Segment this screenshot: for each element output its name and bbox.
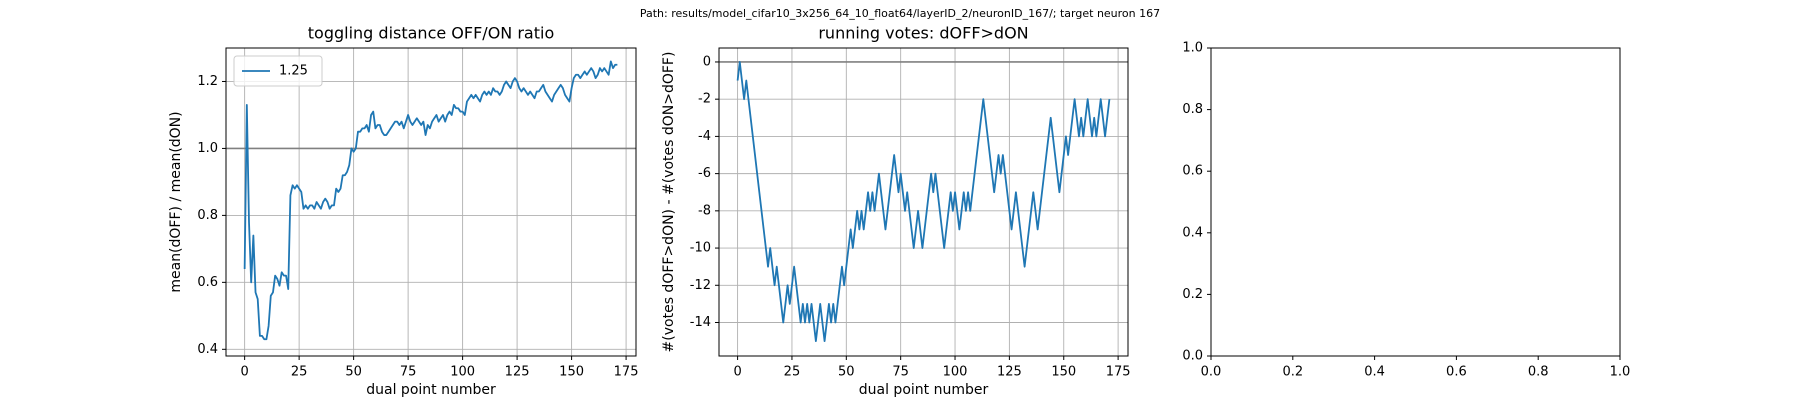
y-axis-label: mean(dOFF) / mean(dON)	[168, 111, 184, 292]
axes-frame	[718, 47, 1129, 357]
x-tick-label: 100	[943, 365, 968, 380]
axes-title: toggling distance OFF/ON ratio	[308, 24, 554, 43]
x-tick-label: 1.0	[1610, 365, 1631, 380]
x-tick-label: 50	[838, 365, 855, 380]
x-tick-label: 0.4	[1364, 365, 1385, 380]
y-tick-label: 1.2	[197, 74, 218, 89]
x-tick-label: 175	[1106, 365, 1131, 380]
axes-frame	[1210, 47, 1621, 357]
x-tick-label: 125	[997, 365, 1022, 380]
x-tick-label: 0.0	[1201, 365, 1222, 380]
x-axis-label: dual point number	[859, 382, 989, 398]
x-tick-label: 75	[400, 365, 417, 380]
x-tick-label: 75	[892, 365, 909, 380]
y-tick-label: 1.0	[197, 141, 218, 156]
y-tick-label: -10	[690, 241, 711, 256]
y-tick-label: 0.2	[1182, 287, 1203, 302]
x-tick-label: 0.8	[1528, 365, 1549, 380]
x-tick-label: 25	[291, 365, 308, 380]
x-tick-label: 150	[1051, 365, 1076, 380]
y-tick-label: -14	[690, 315, 711, 330]
data-line	[243, 60, 618, 341]
y-tick-label: 0	[703, 54, 711, 69]
x-tick-label: 100	[450, 365, 475, 380]
y-tick-label: 0.6	[1182, 164, 1203, 179]
y-tick-label: 0.4	[197, 342, 218, 357]
y-tick-label: 0.8	[197, 208, 218, 223]
y-tick-label: -4	[698, 129, 711, 144]
y-tick-label: -2	[698, 92, 711, 107]
x-tick-label: 175	[614, 365, 639, 380]
legend-label: 1.25	[279, 64, 308, 79]
x-tick-label: 0.2	[1282, 365, 1303, 380]
x-tick-label: 150	[559, 365, 584, 380]
x-tick-label: 50	[345, 365, 362, 380]
y-tick-label: -8	[698, 203, 711, 218]
x-tick-label: 0	[240, 365, 248, 380]
y-tick-label: 0.8	[1182, 102, 1203, 117]
axes-title: running votes: dOFF>dON	[818, 24, 1028, 43]
y-tick-label: 0.6	[197, 275, 218, 290]
x-axis-label: dual point number	[366, 382, 496, 398]
data-line	[736, 61, 1111, 343]
y-axis-label: #(votes dOFF>dON) - #(votes dON>dOFF)	[661, 52, 677, 353]
x-tick-label: 25	[784, 365, 801, 380]
y-tick-label: -6	[698, 166, 711, 181]
y-tick-label: 1.0	[1182, 41, 1203, 56]
x-tick-label: 0.6	[1446, 365, 1467, 380]
axes-frame	[225, 47, 637, 357]
legend-box	[233, 55, 323, 87]
x-tick-label: 125	[505, 365, 530, 380]
y-tick-label: 0.0	[1182, 349, 1203, 364]
x-tick-label: 0	[733, 365, 741, 380]
y-tick-label: 0.4	[1182, 225, 1203, 240]
figure-title: Path: results/model_cifar10_3x256_64_10_…	[640, 7, 1160, 20]
y-tick-label: -12	[690, 278, 711, 293]
